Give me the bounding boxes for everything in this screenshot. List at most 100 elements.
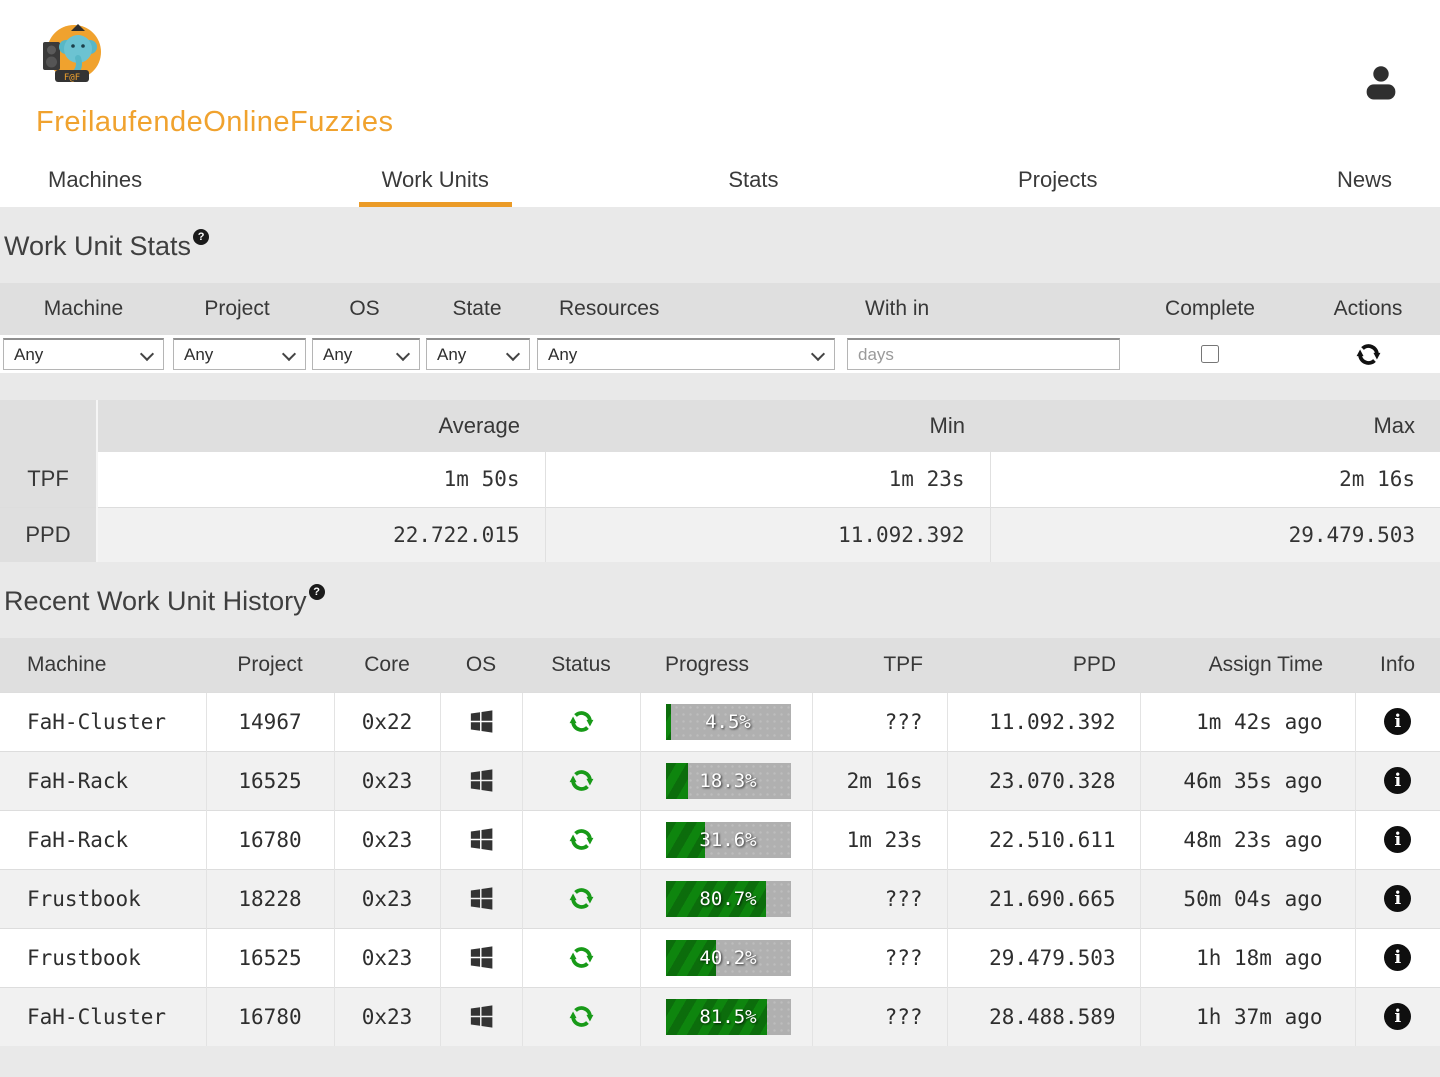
core-cell: 0x23 [333,750,440,810]
progress-label: 31.6% [699,828,757,851]
tab-work-units[interactable]: Work Units [358,167,512,207]
windows-os-icon [467,707,496,736]
info-icon[interactable]: i [1384,944,1412,971]
filter-header-os: OS [349,297,380,320]
progress-bar: 4.5% [665,703,791,740]
project-cell: 16525 [205,927,334,987]
ppd-cell: 22.510.611 [946,809,1140,869]
state-filter-select[interactable]: Any [426,338,530,370]
tab-machines[interactable]: Machines [48,167,143,192]
ppd-cell: 11.092.392 [946,691,1140,751]
ppd-min: 11.092.392 [544,506,990,562]
progress-label: 81.5% [699,1005,757,1028]
history-row: FaH-Rack 16525 0x23 18.3% 2m 16s 23.070.… [0,750,1440,810]
summary-header-average: Average [97,400,545,452]
progress-fill [665,998,768,1035]
core-cell: 0x23 [333,868,440,928]
history-header-project: Project [206,638,334,692]
status-running-icon [568,944,595,971]
work-unit-history-table: Machine Project Core OS Status Progress … [0,638,1440,1046]
info-icon[interactable]: i [1384,885,1412,912]
ppd-cell: 29.479.503 [946,927,1140,987]
history-header-progress: Progress [640,638,812,692]
ppd-row-label: PPD [0,506,98,562]
info-icon[interactable]: i [1384,826,1412,853]
status-running-icon [568,1003,595,1030]
project-filter-select[interactable]: Any [173,338,306,370]
within-days-input[interactable] [847,338,1120,370]
tab-stats[interactable]: Stats [728,167,779,192]
ppd-cell: 28.488.589 [946,986,1140,1046]
info-icon[interactable]: i [1384,767,1412,794]
summary-header-max: Max [990,400,1440,452]
machine-cell: Frustbook [0,927,206,987]
summary-header-min: Min [545,400,990,452]
tpf-cell: ??? [811,868,947,928]
progress-label: 80.7% [699,887,757,910]
history-row: Frustbook 18228 0x23 80.7% ??? 21.690.66… [0,868,1440,928]
user-account-icon[interactable] [1360,60,1402,106]
ppd-cell: 21.690.665 [946,868,1140,928]
core-cell: 0x23 [333,927,440,987]
history-header-tpf: TPF [812,638,947,692]
help-icon[interactable]: ? [193,229,210,245]
os-filter-select[interactable]: Any [312,338,420,370]
progress-label: 18.3% [699,769,757,792]
tab-projects[interactable]: Projects [1017,167,1098,192]
page-header: F@F FreilaufendeOnlineFuzzies [0,0,1440,160]
filter-header-complete: Complete [1165,297,1255,320]
machine-filter-select[interactable]: Any [3,338,164,370]
progress-fill [665,939,716,976]
refresh-icon[interactable] [1355,341,1382,368]
heading-text: Work Unit Stats [4,231,192,261]
progress-fill [665,762,689,799]
summary-row-tpf: TPF 1m 50s 1m 23s 2m 16s [0,452,1440,507]
project-cell: 16525 [205,750,334,810]
status-running-icon [568,885,595,912]
resources-filter-select[interactable]: Any [537,338,835,370]
heading-text: Recent Work Unit History [4,586,307,616]
progress-label: 40.2% [699,946,757,969]
history-row: FaH-Rack 16780 0x23 31.6% 1m 23s 22.510.… [0,809,1440,869]
assign-time-cell: 46m 35s ago [1139,750,1355,810]
tpf-cell: ??? [811,986,947,1046]
history-header-machine: Machine [0,638,206,692]
windows-os-icon [467,943,496,972]
core-cell: 0x23 [333,986,440,1046]
project-cell: 18228 [205,868,334,928]
info-icon[interactable]: i [1384,708,1412,735]
tpf-cell: 1m 23s [811,809,947,869]
progress-bar: 18.3% [665,762,791,799]
project-cell: 16780 [205,986,334,1046]
complete-checkbox[interactable] [1201,345,1219,363]
windows-os-icon [467,1002,496,1031]
tpf-cell: ??? [811,691,947,751]
machine-cell: FaH-Rack [0,750,206,810]
brand-title: FreilaufendeOnlineFuzzies [36,106,394,138]
ppd-average: 22.722.015 [96,506,545,562]
assign-time-cell: 1h 37m ago [1139,986,1355,1046]
summary-header-row: Average Min Max [0,400,1440,452]
assign-time-cell: 1h 18m ago [1139,927,1355,987]
tpf-max: 2m 16s [989,452,1440,507]
project-cell: 14967 [205,691,334,751]
filter-header-row: Machine Project OS State Resources With … [0,283,1440,335]
help-icon[interactable]: ? [308,584,325,600]
recent-history-heading: Recent Work Unit History? [0,562,1440,638]
tpf-min: 1m 23s [544,452,990,507]
brand-logo-elephant-icon[interactable]: F@F [38,22,106,94]
filter-header-within: With in [865,297,930,320]
windows-os-icon [467,825,496,854]
core-cell: 0x22 [333,691,440,751]
history-row: Frustbook 16525 0x23 40.2% ??? 29.479.50… [0,927,1440,987]
machine-cell: Frustbook [0,868,206,928]
info-icon[interactable]: i [1384,1003,1412,1031]
tab-news[interactable]: News [1336,167,1392,192]
windows-os-icon [467,766,496,795]
assign-time-cell: 1m 42s ago [1139,691,1355,751]
history-header-ppd: PPD [947,638,1140,692]
main-nav-tabs: Machines Work Units Stats Projects News [0,160,1440,207]
progress-bar: 81.5% [665,998,791,1035]
core-cell: 0x23 [333,809,440,869]
progress-fill [665,821,705,858]
